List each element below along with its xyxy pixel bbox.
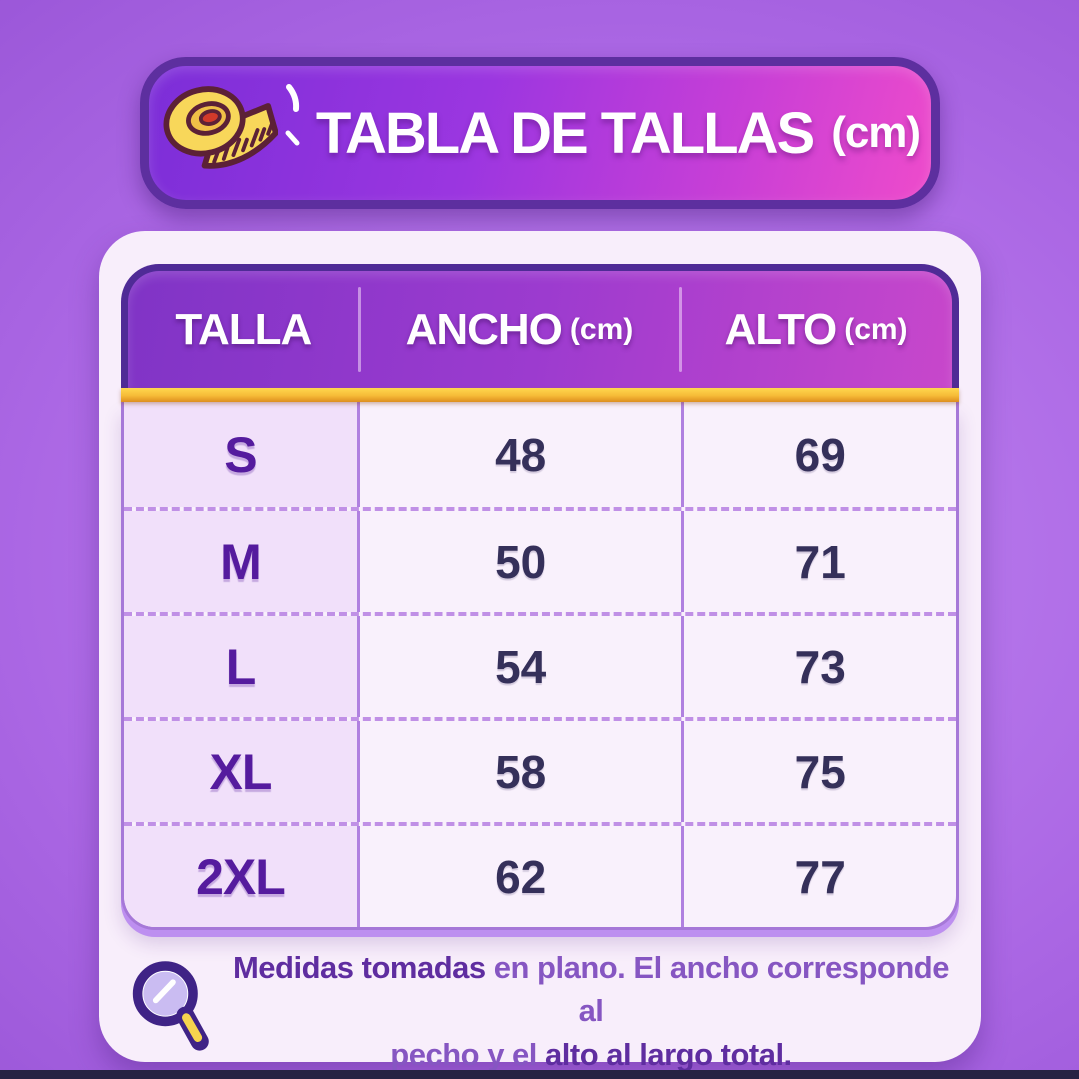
size-cell: 2XL <box>124 826 357 927</box>
size-chart-card: TALLA ANCHO (cm) ALTO (cm) S 48 69 <box>99 231 981 1072</box>
table-row-l: L 54 73 <box>124 612 956 717</box>
table-body: S 48 69 M 50 71 L 54 73 XL 58 75 <box>121 402 959 930</box>
alto-cell: 71 <box>681 511 956 612</box>
alto-cell: 73 <box>681 616 956 717</box>
title-banner: TABLA DE TALLAS (cm) <box>140 57 940 209</box>
column-header-talla: TALLA <box>128 271 359 388</box>
size-cell: L <box>124 616 357 717</box>
size-table: TALLA ANCHO (cm) ALTO (cm) S 48 69 <box>121 264 959 930</box>
table-row-xl: XL 58 75 <box>124 717 956 822</box>
size-cell: XL <box>124 721 357 822</box>
measurement-note: Medidas tomadas en plano. El ancho corre… <box>99 946 981 1076</box>
measuring-tape-icon <box>160 79 279 188</box>
column-header-label: ALTO <box>724 304 838 354</box>
table-row-m: M 50 71 <box>124 507 956 612</box>
table-header-row: TALLA ANCHO (cm) ALTO (cm) <box>121 264 959 388</box>
ancho-cell: 62 <box>356 826 681 927</box>
column-header-label: TALLA <box>175 304 312 354</box>
alto-cell: 69 <box>681 402 956 507</box>
sparkle-marks <box>284 81 304 156</box>
table-row-s: S 48 69 <box>124 402 956 507</box>
page-title-unit: (cm) <box>831 108 921 157</box>
bottom-border-strip <box>0 1070 1079 1079</box>
magnifier-icon <box>129 958 215 1065</box>
ancho-cell: 54 <box>356 616 681 717</box>
header-accent-bar <box>121 388 959 402</box>
column-header-unit: (cm) <box>569 312 634 346</box>
size-cell: M <box>124 511 357 612</box>
note-bold-tail: alto al largo total. <box>545 1036 792 1072</box>
alto-cell: 75 <box>681 721 956 822</box>
column-header-alto: ALTO (cm) <box>679 271 952 388</box>
column-header-ancho: ANCHO (cm) <box>357 271 680 388</box>
alto-cell: 77 <box>681 826 956 927</box>
ancho-cell: 50 <box>356 511 681 612</box>
note-regular-1: en plano. El ancho corresponde al <box>493 950 950 1029</box>
ancho-cell: 48 <box>356 402 681 507</box>
size-cell: S <box>124 402 357 507</box>
column-header-label: ANCHO <box>405 304 563 354</box>
ancho-cell: 58 <box>356 721 681 822</box>
table-row-2xl: 2XL 62 77 <box>124 822 956 927</box>
column-header-unit: (cm) <box>844 312 908 346</box>
note-regular-2: pecho y el <box>390 1036 537 1072</box>
page-title: TABLA DE TALLAS <box>315 100 815 166</box>
note-bold-lead: Medidas tomadas <box>232 950 486 985</box>
measurement-note-text: Medidas tomadas en plano. El ancho corre… <box>231 946 951 1076</box>
